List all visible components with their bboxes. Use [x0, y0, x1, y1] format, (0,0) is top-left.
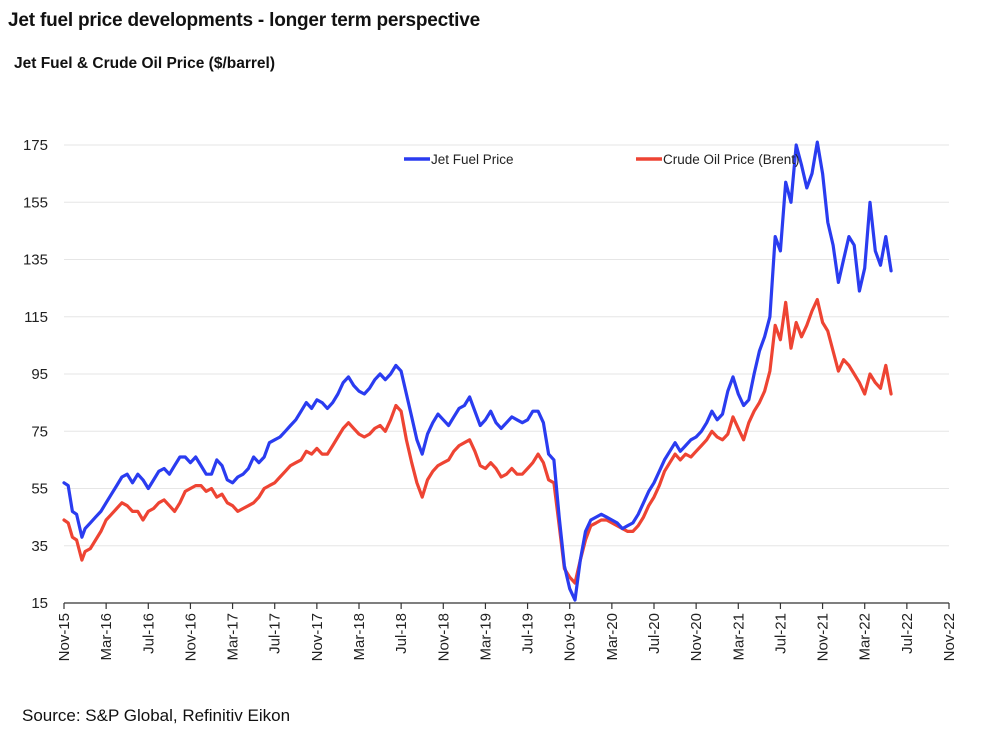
x-tick-label: Nov-16: [182, 613, 199, 661]
x-tick-label: Jul-18: [393, 613, 410, 654]
legend: Jet Fuel Price Crude Oil Price (Brent): [404, 152, 800, 167]
y-axis-ticks: 15 35 55 75 95 115 135 155 175: [23, 137, 48, 612]
x-tick-label: Mar-19: [477, 613, 494, 661]
x-tick-label: Mar-22: [857, 613, 874, 661]
x-tick-label: Nov-18: [435, 613, 452, 661]
x-tick-label: Nov-20: [688, 613, 705, 661]
x-tick-label: Nov-15: [56, 613, 73, 661]
x-tick-label: Nov-22: [941, 613, 958, 661]
y-tick-label: 135: [23, 252, 48, 269]
x-tick-label: Mar-17: [225, 613, 242, 661]
x-tick-label: Mar-20: [604, 613, 621, 661]
x-tick-label: Mar-18: [351, 613, 368, 661]
x-tick-label: Jul-16: [140, 613, 157, 654]
x-tick-label: Jul-19: [520, 613, 537, 654]
line-chart: 15 35 55 75 95 115 135 155 175 Nov-15 Mar-16 Jul-1…: [23, 137, 958, 661]
y-tick-label: 155: [23, 194, 48, 211]
y-tick-label: 15: [31, 595, 48, 612]
source-note: Source: S&P Global, Refinitiv Eikon: [22, 706, 291, 725]
x-tick-label: Nov-19: [562, 613, 579, 661]
page-title: Jet fuel price developments - longer ter…: [8, 10, 480, 31]
series: [62, 140, 893, 602]
x-tick-label: Nov-21: [815, 613, 832, 661]
x-tick-label: Jul-22: [899, 613, 916, 654]
y-tick-label: 35: [31, 538, 48, 555]
x-tick-label: Mar-16: [98, 613, 115, 661]
x-tick-label: Jul-20: [646, 613, 663, 654]
x-tick-label: Mar-21: [730, 613, 747, 661]
jet-fuel-price-line: [62, 140, 893, 602]
legend-brent-label: Crude Oil Price (Brent): [663, 152, 800, 167]
x-axis-ticks: Nov-15 Mar-16 Jul-16 Nov-16 Mar-17 Jul-17 Nov-…: [56, 603, 958, 661]
y-tick-label: 95: [31, 366, 48, 383]
y-tick-label: 175: [23, 137, 48, 154]
legend-jet-fuel-label: Jet Fuel Price: [431, 152, 514, 167]
y-tick-label: 75: [31, 423, 48, 440]
x-tick-label: Nov-17: [309, 613, 326, 661]
brent-price-line: [62, 298, 893, 585]
x-tick-label: Jul-17: [267, 613, 284, 654]
x-tick-label: Jul-21: [772, 613, 789, 654]
chart-title: Jet Fuel & Crude Oil Price ($/barrel): [14, 55, 275, 72]
y-tick-label: 115: [24, 309, 48, 326]
y-tick-label: 55: [31, 481, 48, 498]
